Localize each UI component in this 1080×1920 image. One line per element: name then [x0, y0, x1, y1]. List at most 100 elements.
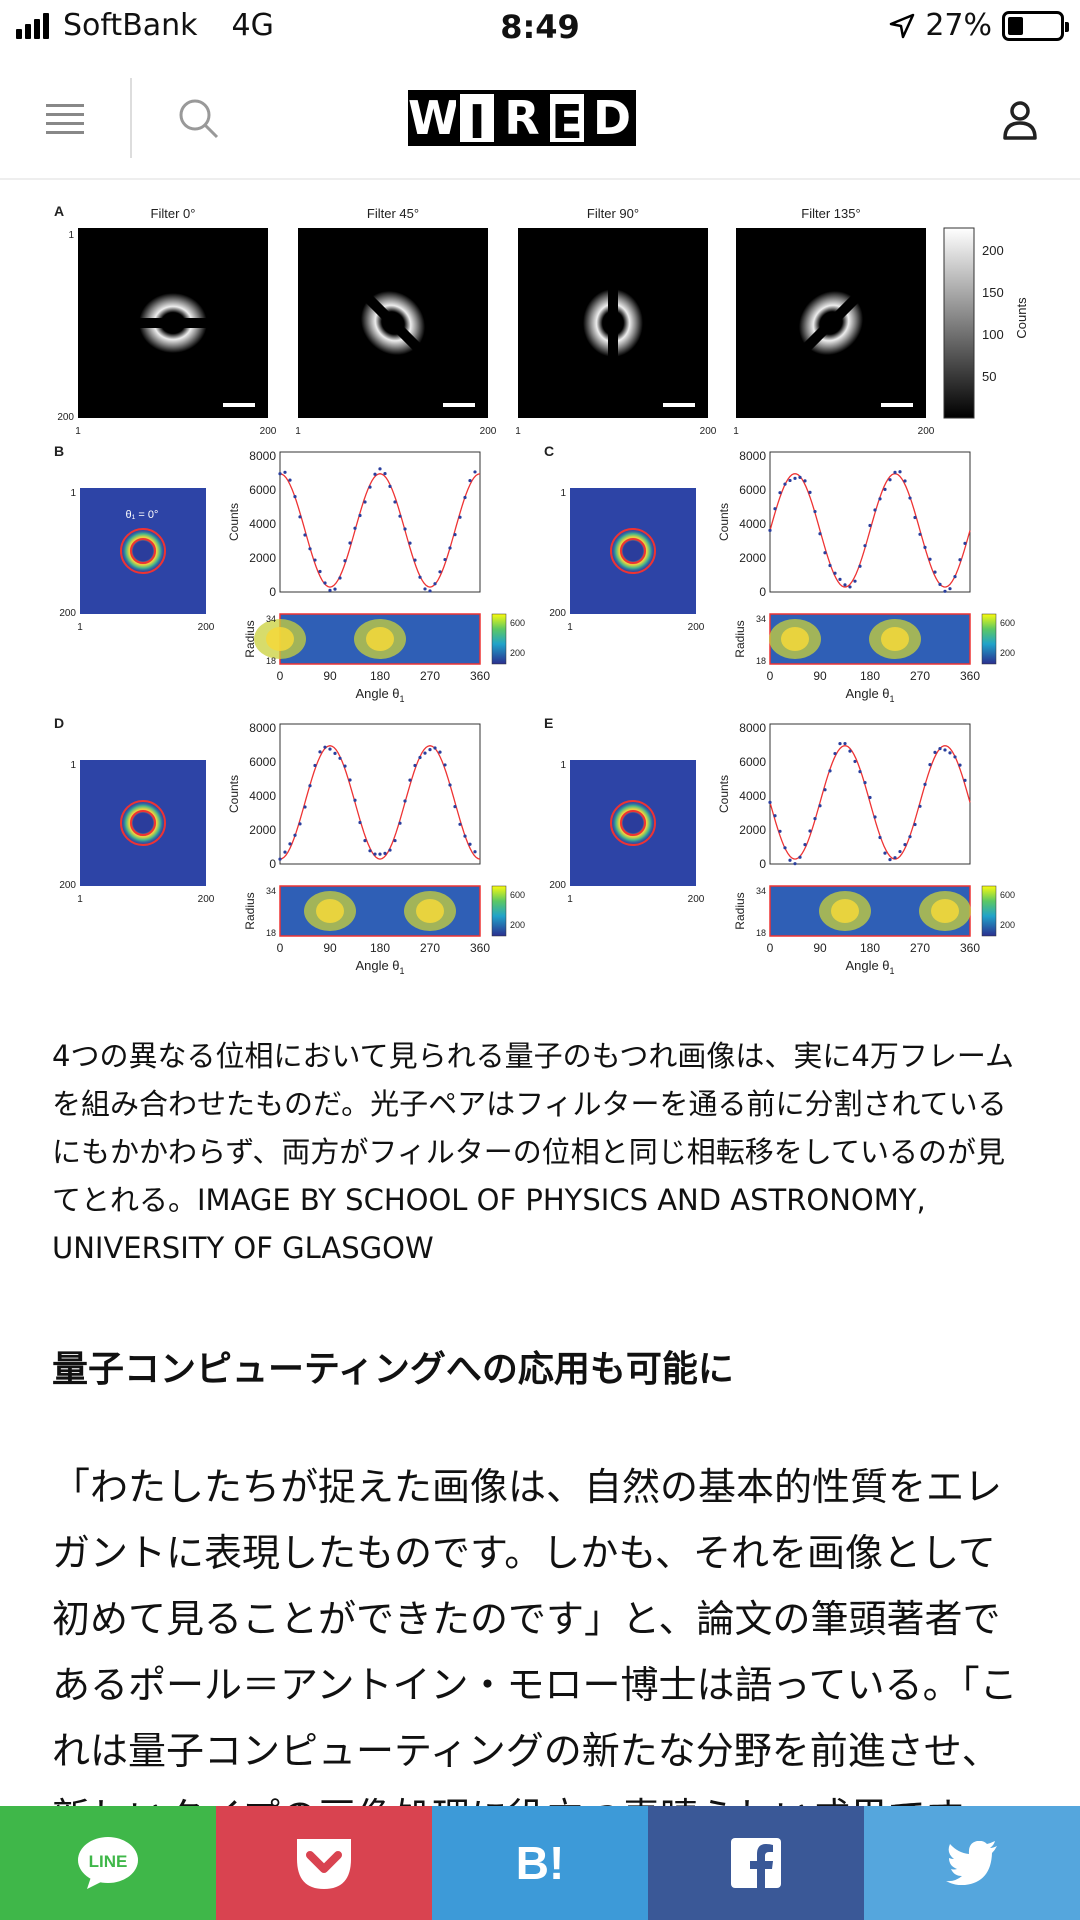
heat-tick: 600 [1000, 890, 1015, 900]
panel-label: B [54, 443, 64, 459]
data-point [398, 821, 402, 825]
data-point [838, 577, 842, 581]
data-point [873, 815, 877, 819]
data-point [773, 814, 777, 818]
share-line-button[interactable]: LINE [0, 1806, 216, 1920]
data-point [423, 587, 427, 591]
data-point [418, 755, 422, 760]
counts-tick: 2000 [249, 823, 276, 837]
heat-tick: 600 [1000, 618, 1015, 628]
heat-blob [881, 627, 909, 651]
logo-letter: I [456, 90, 498, 149]
angle-tick: 0 [767, 941, 774, 955]
clock: 8:49 [500, 8, 580, 46]
data-point [953, 755, 957, 759]
data-point [288, 842, 292, 846]
angle-tick: 360 [960, 669, 980, 683]
data-point [458, 515, 462, 519]
data-point [843, 741, 847, 746]
data-point [853, 759, 857, 764]
data-point [888, 478, 892, 482]
counts-tick: 6000 [739, 483, 766, 497]
data-point [403, 799, 407, 803]
counts-tick: 2000 [249, 551, 276, 565]
panel-label: E [544, 715, 553, 731]
data-point [433, 746, 437, 750]
data-point [883, 487, 887, 492]
share-pocket-button[interactable] [216, 1806, 432, 1920]
angle-axis-label: Angle θ1 [845, 958, 894, 976]
data-point [923, 782, 927, 786]
data-point [938, 582, 942, 586]
data-point [828, 563, 832, 568]
filter-title: Filter 45° [367, 206, 419, 221]
angle-annotation: θ₁ = 0° [126, 509, 159, 521]
counts-tick: 2000 [739, 551, 766, 565]
data-point [468, 842, 472, 846]
menu-icon[interactable] [46, 104, 84, 134]
data-point [943, 589, 947, 593]
data-point [873, 508, 877, 512]
data-point [373, 472, 377, 476]
data-point [933, 750, 937, 754]
share-hatena-button[interactable]: B! [432, 1806, 648, 1920]
data-point [833, 571, 837, 575]
carrier: SoftBank [63, 8, 198, 43]
filter-title: Filter 0° [151, 206, 196, 221]
counts-axis-label: Counts [227, 775, 241, 813]
data-point [853, 579, 857, 583]
data-point [328, 588, 332, 593]
data-point [358, 513, 362, 518]
data-point [358, 820, 362, 825]
ring-outline [130, 810, 156, 836]
article-paragraph: 「わたしたちが捉えた画像は、自然の基本的性質をエレガントに表現したものです。しか… [52, 1465, 1018, 1839]
signal-icon [16, 12, 49, 39]
share-facebook-button[interactable] [648, 1806, 864, 1920]
ring-image [133, 293, 213, 353]
axis-tick: 200 [260, 426, 277, 437]
heat-blob [266, 627, 294, 651]
share-bar: LINE B! [0, 1806, 1080, 1920]
scale-bar [663, 403, 695, 407]
data-point [778, 491, 782, 495]
data-point [323, 581, 327, 585]
panel-label: D [54, 715, 64, 731]
radius-tick: 34 [266, 614, 276, 624]
section-heading: 量子コンピューティングへの応用も可能に [52, 1349, 734, 1390]
colorbar-tick: 50 [982, 369, 996, 384]
colorbar-tick: 100 [982, 327, 1004, 342]
network-type: 4G [231, 8, 274, 43]
data-point [393, 500, 397, 504]
heat-colorbar [491, 613, 507, 665]
data-point [283, 850, 287, 854]
data-point [443, 763, 447, 767]
share-twitter-button[interactable] [864, 1806, 1080, 1920]
fit-curve [279, 473, 481, 588]
data-point [788, 478, 792, 483]
data-point [858, 564, 862, 568]
data-point [363, 839, 367, 843]
counts-plot [769, 723, 971, 865]
radius-axis-label: Radius [243, 620, 257, 657]
site-header: W I R E D [0, 60, 1080, 180]
data-point [918, 804, 922, 808]
angle-tick: 270 [910, 669, 930, 683]
data-point [848, 585, 852, 589]
search-icon[interactable] [176, 96, 220, 140]
radius-tick: 18 [266, 656, 276, 666]
angle-tick: 0 [277, 669, 284, 683]
data-point [448, 546, 452, 550]
axis-tick: 1 [295, 426, 301, 437]
radius-tick: 34 [756, 614, 766, 624]
user-icon[interactable] [996, 96, 1044, 144]
counts-axis-label: Counts [227, 503, 241, 541]
data-point [283, 470, 287, 474]
counts-tick: 0 [269, 585, 276, 599]
axis-tick: 200 [700, 426, 717, 437]
data-point [823, 788, 827, 792]
colorbar-tick: 200 [982, 243, 1004, 258]
data-point [343, 559, 347, 563]
wired-logo[interactable]: W I R E D [408, 90, 636, 149]
data-point [413, 558, 417, 562]
data-point [963, 541, 967, 545]
